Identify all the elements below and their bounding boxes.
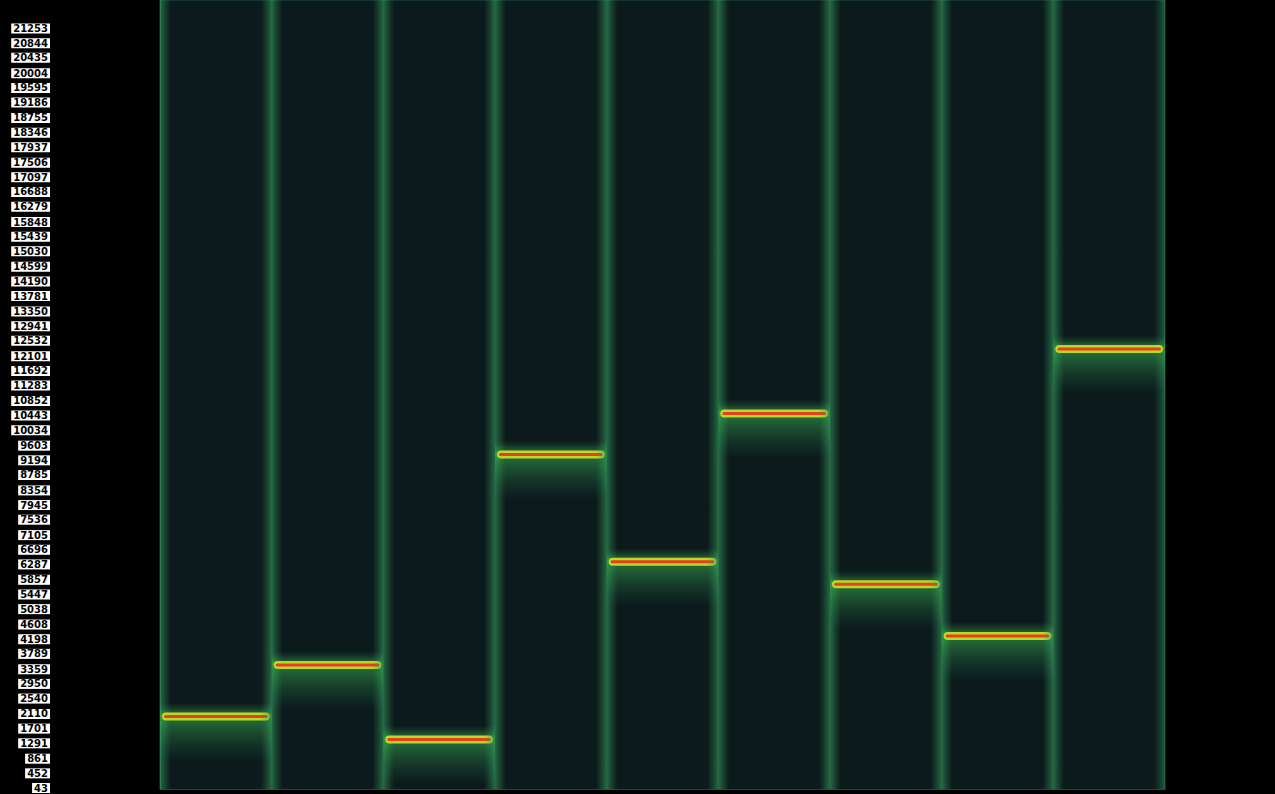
svg-text:7945: 7945 — [20, 500, 48, 511]
svg-text:20844: 20844 — [13, 38, 48, 49]
svg-text:7105: 7105 — [20, 530, 48, 541]
svg-text:10034: 10034 — [13, 425, 48, 436]
svg-text:3359: 3359 — [20, 664, 48, 675]
svg-text:17097: 17097 — [13, 172, 48, 183]
svg-text:9194: 9194 — [20, 455, 48, 466]
svg-text:5038: 5038 — [20, 604, 48, 615]
svg-text:452: 452 — [27, 768, 48, 779]
svg-text:8354: 8354 — [20, 485, 48, 496]
svg-text:16688: 16688 — [13, 186, 48, 197]
svg-text:21253: 21253 — [13, 23, 48, 34]
svg-text:12532: 12532 — [13, 335, 48, 346]
svg-text:5447: 5447 — [20, 589, 48, 600]
svg-text:15848: 15848 — [13, 217, 48, 228]
svg-text:1291: 1291 — [20, 738, 48, 749]
svg-text:2110: 2110 — [20, 708, 48, 719]
svg-text:15439: 15439 — [13, 231, 48, 242]
svg-text:861: 861 — [27, 753, 48, 764]
svg-text:5857: 5857 — [20, 574, 48, 585]
svg-text:4198: 4198 — [20, 634, 48, 645]
svg-text:10443: 10443 — [13, 410, 48, 421]
svg-text:9603: 9603 — [20, 440, 48, 451]
svg-text:12101: 12101 — [13, 351, 48, 362]
svg-text:18346: 18346 — [13, 127, 48, 138]
svg-text:1701: 1701 — [20, 723, 48, 734]
svg-text:43: 43 — [34, 783, 48, 794]
svg-text:2950: 2950 — [20, 678, 48, 689]
svg-text:17937: 17937 — [13, 142, 48, 153]
svg-text:18755: 18755 — [13, 112, 48, 123]
svg-text:12941: 12941 — [13, 321, 48, 332]
svg-text:8785: 8785 — [20, 469, 48, 480]
svg-text:14190: 14190 — [13, 276, 48, 287]
svg-text:10852: 10852 — [13, 395, 48, 406]
svg-text:20004: 20004 — [13, 68, 48, 79]
svg-text:2540: 2540 — [20, 693, 48, 704]
svg-text:15030: 15030 — [13, 246, 48, 257]
svg-text:19595: 19595 — [13, 82, 48, 93]
svg-text:14599: 14599 — [13, 261, 48, 272]
svg-text:20435: 20435 — [13, 52, 48, 63]
svg-text:19186: 19186 — [13, 97, 48, 108]
svg-text:16279: 16279 — [13, 201, 48, 212]
svg-text:11692: 11692 — [13, 365, 48, 376]
svg-text:3789: 3789 — [20, 648, 48, 659]
svg-text:7536: 7536 — [20, 514, 48, 525]
svg-text:17506: 17506 — [13, 157, 48, 168]
svg-text:6696: 6696 — [20, 544, 48, 555]
svg-text:13350: 13350 — [13, 306, 48, 317]
svg-text:13781: 13781 — [13, 291, 48, 302]
svg-text:6287: 6287 — [20, 559, 48, 570]
svg-text:11283: 11283 — [13, 380, 48, 391]
svg-text:4608: 4608 — [20, 619, 48, 630]
